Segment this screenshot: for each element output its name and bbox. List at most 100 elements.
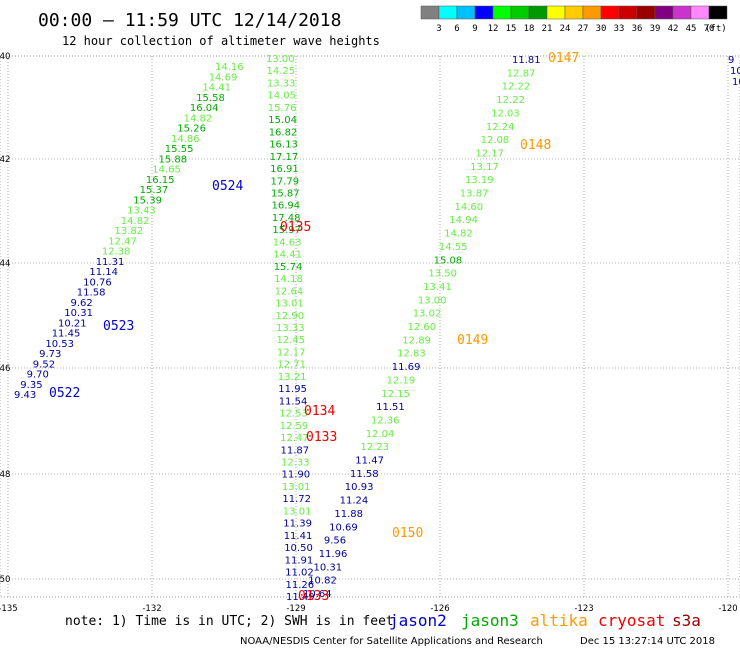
wave-height-value: 16.04 xyxy=(190,103,219,114)
wave-height-value: 15.58 xyxy=(196,93,225,104)
wave-height-value: 12.90 xyxy=(276,311,305,322)
legend-swatch xyxy=(690,5,710,20)
lon-tick-label: -123 xyxy=(574,604,593,614)
wave-height-value: 11.02 xyxy=(285,568,314,579)
wave-height-value: 15.04 xyxy=(268,115,297,126)
wave-height-value: 12.08 xyxy=(481,135,510,146)
legend-swatch xyxy=(492,5,512,20)
wave-height-value: 15.08 xyxy=(434,255,463,266)
wave-height-value: 14.86 xyxy=(171,134,200,145)
legend-swatch xyxy=(564,5,584,20)
wave-height-value: 10.21 xyxy=(58,318,87,329)
color-legend: 3 6 9 12 15 18 21 24 27 30 33 36 39 42 45 70 xyxy=(420,5,728,34)
legend-label: 45 xyxy=(686,24,697,34)
legend-label: 9 xyxy=(472,24,477,34)
legend-unit: (ft) xyxy=(705,24,727,34)
wave-height-value: 15.55 xyxy=(165,144,194,155)
legend-swatch xyxy=(636,5,656,20)
legend-swatch xyxy=(582,5,602,20)
wave-height-value: 14.41 xyxy=(202,83,231,94)
wave-height-value: 9.52 xyxy=(33,359,55,370)
legend-swatch xyxy=(672,5,692,20)
wave-height-value: 12.22 xyxy=(502,82,531,93)
pass-time-label: 0524 xyxy=(212,179,243,194)
legend-swatch xyxy=(618,5,638,20)
wave-height-value: 10.76 xyxy=(83,277,112,288)
map-subtitle: 12 hour collection of altimeter wave hei… xyxy=(62,34,380,48)
pass-time-label: 0149 xyxy=(457,333,488,348)
legend-swatch xyxy=(438,5,458,20)
wave-height-value: 15.87 xyxy=(271,189,300,200)
wave-height-value: 15.37 xyxy=(140,185,169,196)
lat-tick-label: 48 xyxy=(0,470,10,480)
wave-height-value: 12.04 xyxy=(366,429,395,440)
wave-height-value: 12.64 xyxy=(275,286,304,297)
wave-height-value: 13.82 xyxy=(115,226,144,237)
wave-height-value: 13.01 xyxy=(283,506,312,517)
wave-height-value: 12.23 xyxy=(361,442,390,453)
wave-height-value: 12.24 xyxy=(486,122,515,133)
wave-height-value: 12.89 xyxy=(402,335,431,346)
wave-height-value: 12.47 xyxy=(280,433,309,444)
wave-height-value: 11.47 xyxy=(355,456,384,467)
wave-height-value: 11.81 xyxy=(512,55,541,66)
wave-height-value: 9.62 xyxy=(71,298,93,309)
wave-height-value: 13.50 xyxy=(428,269,457,280)
satellite-name: s3a xyxy=(672,611,701,630)
wave-height-value: 10.69 xyxy=(329,522,358,533)
wave-height-value: 14.63 xyxy=(273,237,302,248)
legend-label: 30 xyxy=(596,24,607,34)
wave-height-value: 12.17 xyxy=(475,148,504,159)
wave-height-value: 14.18 xyxy=(274,274,303,285)
legend-label: 21 xyxy=(542,24,553,34)
pass-time-label: 0523 xyxy=(103,319,134,334)
wave-height-value: 11.87 xyxy=(281,445,310,456)
wave-height-value: 13.01 xyxy=(275,299,304,310)
wave-height-value: 12.60 xyxy=(408,322,437,333)
wave-height-value: 12.45 xyxy=(277,335,306,346)
wave-height-value: 10 xyxy=(730,66,740,77)
lat-tick-label: 46 xyxy=(0,364,10,374)
lon-tick-label: -126 xyxy=(430,604,449,614)
wave-height-value: 12.53 xyxy=(279,409,308,420)
lon-tick-label: -120 xyxy=(718,604,737,614)
wave-height-value: 14.65 xyxy=(152,165,181,176)
wave-height-tracks: 14.1614.6914.4115.5816.0414.8215.2614.86… xyxy=(14,54,740,603)
wave-height-value: 15.97 xyxy=(272,225,301,236)
pass-time-label: 0134 xyxy=(304,404,335,419)
lat-tick-label: 50 xyxy=(0,575,10,585)
pass-time-label: 0522 xyxy=(49,386,80,401)
satellite-name: altika xyxy=(530,611,588,630)
pass-time-label: 0133 xyxy=(298,589,329,604)
wave-height-value: 15.26 xyxy=(177,124,206,135)
legend-label: 27 xyxy=(578,24,589,34)
wave-height-value: 16.94 xyxy=(272,201,301,212)
wave-height-value: 10.82 xyxy=(308,576,337,587)
wave-height-value: 10.31 xyxy=(64,308,93,319)
wave-height-value: 17.17 xyxy=(270,152,299,163)
wave-height-value: 10 xyxy=(732,77,740,88)
wave-height-value: 12.15 xyxy=(381,389,410,400)
wave-height-value: 17.79 xyxy=(271,176,300,187)
wave-height-value: 11.14 xyxy=(89,267,118,278)
wave-height-value: 15.39 xyxy=(133,195,162,206)
wave-height-value: 17.48 xyxy=(272,213,301,224)
wave-height-value: 11.39 xyxy=(283,519,312,530)
wave-height-value: 16.82 xyxy=(269,127,298,138)
wave-height-value: 12.71 xyxy=(277,360,306,371)
wave-height-value: 15.76 xyxy=(268,103,297,114)
map-title: 00:00 – 11:59 UTC 12/14/2018 xyxy=(38,10,341,31)
lon-tick-label: -129 xyxy=(286,604,305,614)
wave-height-value: 16.15 xyxy=(146,175,175,186)
wave-height-value: 13.87 xyxy=(460,189,489,200)
wave-height-value: 12.59 xyxy=(280,421,309,432)
legend-swatch xyxy=(474,5,494,20)
wave-height-value: 12.19 xyxy=(387,375,416,386)
wave-height-value: 11.58 xyxy=(77,288,106,299)
wave-height-value: 11.72 xyxy=(282,494,311,505)
wave-height-value: 14.05 xyxy=(267,91,296,102)
wave-height-value: 13.21 xyxy=(278,372,307,383)
lat-tick-label: 40 xyxy=(0,52,10,62)
